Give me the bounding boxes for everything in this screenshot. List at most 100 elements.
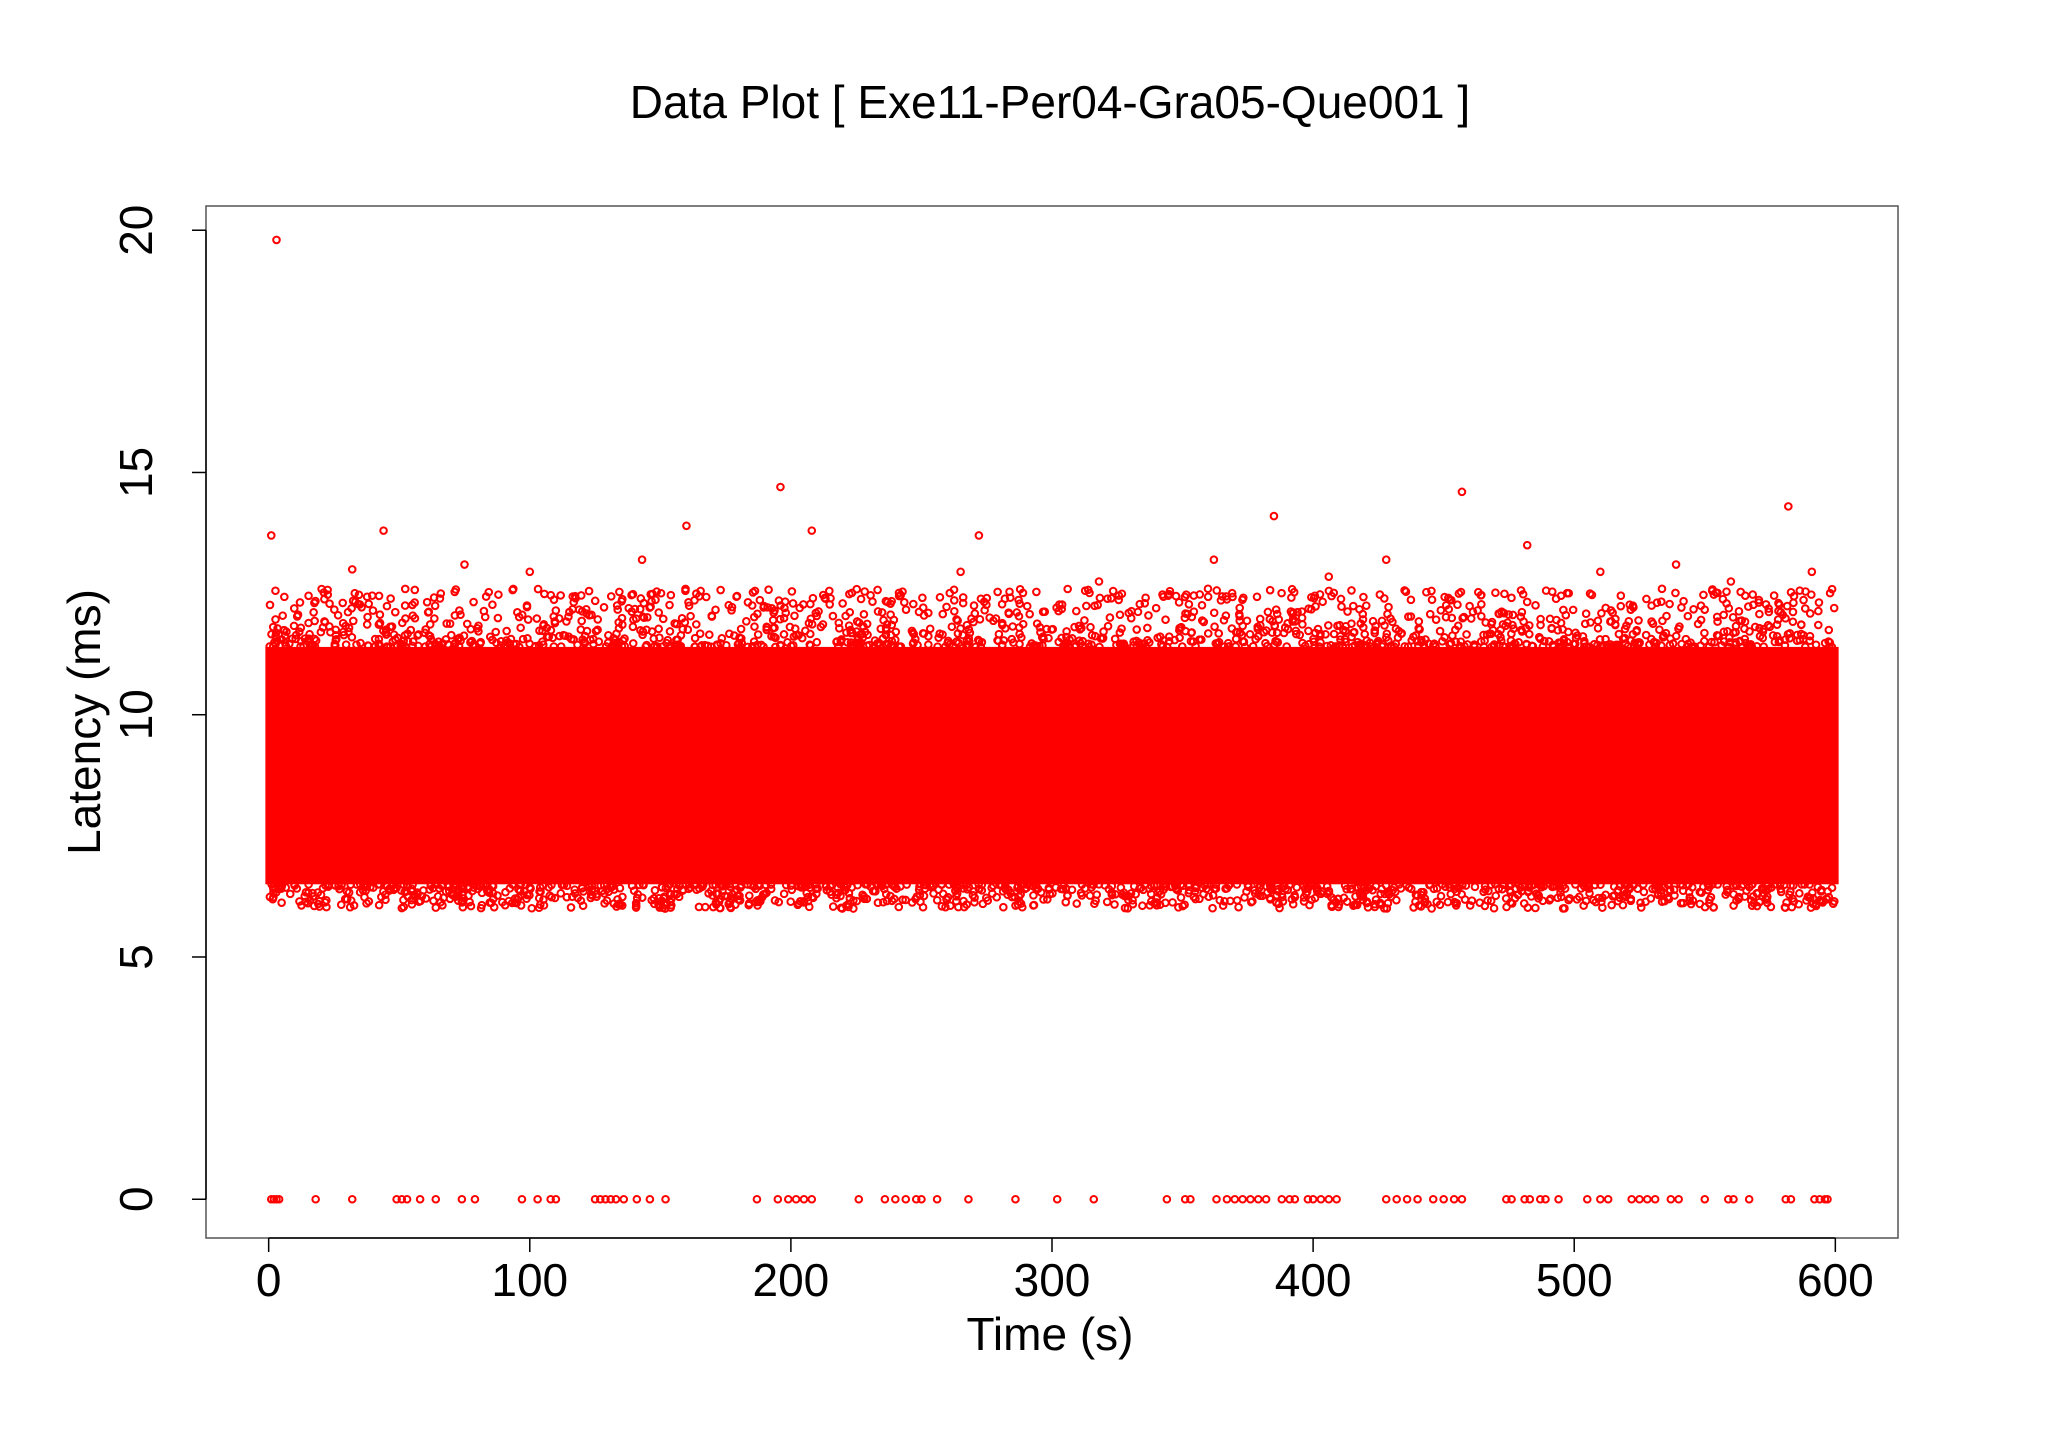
- data-point: [925, 624, 935, 634]
- data-point: [1470, 882, 1480, 892]
- data-point: [1559, 639, 1569, 649]
- data-point: [1090, 899, 1099, 909]
- data-point: [458, 902, 468, 912]
- data-point: [849, 896, 858, 905]
- data-point: [1272, 609, 1282, 619]
- data-point: [1208, 903, 1217, 913]
- data-point: [1466, 614, 1476, 623]
- zero-latency-point: [1261, 1194, 1271, 1204]
- data-point: [1480, 881, 1490, 891]
- data-point: [1329, 629, 1339, 639]
- data-point: [1695, 899, 1705, 909]
- data-point: [1302, 880, 1311, 889]
- chart-title: Data Plot [ Exe11-Per04-Gra05-Que001 ]: [630, 76, 1470, 128]
- data-point: [1163, 591, 1173, 600]
- data-point: [1304, 626, 1313, 636]
- data-point: [1713, 880, 1723, 889]
- data-point: [993, 587, 1002, 597]
- zero-latency-point: [799, 1194, 809, 1204]
- data-point: [1095, 642, 1104, 652]
- data-point: [1435, 626, 1445, 636]
- data-point: [517, 610, 527, 620]
- data-point: [293, 610, 303, 620]
- data-point: [1351, 892, 1360, 901]
- data-point: [1479, 630, 1488, 640]
- data-point: [1380, 904, 1389, 913]
- data-point: [648, 589, 657, 599]
- data-point: [1524, 886, 1533, 896]
- data-point: [681, 586, 690, 596]
- data-point: [1018, 619, 1028, 629]
- data-point: [564, 612, 573, 621]
- data-point: [350, 588, 360, 598]
- data-point: [811, 880, 821, 889]
- data-point: [304, 591, 313, 601]
- data-point: [1710, 637, 1719, 647]
- zero-latency-point: [1180, 1194, 1190, 1204]
- data-point: [908, 628, 918, 638]
- data-point: [1587, 590, 1597, 600]
- data-point: [1693, 619, 1703, 629]
- outlier-point: [682, 521, 691, 531]
- data-point: [1633, 884, 1642, 894]
- data-point: [859, 610, 869, 619]
- data-point: [1228, 592, 1237, 602]
- data-point: [1403, 642, 1413, 651]
- data-point: [1571, 880, 1580, 889]
- data-point: [1737, 882, 1746, 891]
- data-point: [832, 637, 842, 646]
- data-point: [1601, 890, 1610, 900]
- data-point: [891, 635, 900, 645]
- data-point: [672, 635, 681, 645]
- data-point: [1146, 889, 1156, 899]
- data-point: [593, 615, 603, 624]
- data-point: [767, 604, 777, 613]
- data-point: [1541, 586, 1551, 595]
- data-point: [1272, 628, 1282, 638]
- data-point: [1609, 641, 1619, 650]
- data-point: [976, 642, 986, 652]
- data-point: [470, 642, 480, 651]
- data-point: [1383, 609, 1392, 619]
- data-point: [1234, 902, 1243, 912]
- data-point: [696, 586, 705, 596]
- data-point: [1665, 885, 1675, 895]
- data-point: [862, 619, 872, 629]
- data-point: [1270, 621, 1280, 630]
- data-point: [422, 597, 432, 607]
- data-point: [680, 618, 690, 627]
- data-point: [690, 642, 700, 652]
- data-point: [1084, 642, 1094, 652]
- zero-latency-point: [533, 1194, 542, 1204]
- data-point: [1800, 604, 1810, 613]
- data-point: [1745, 882, 1754, 892]
- data-point: [281, 641, 291, 651]
- data-point: [1129, 637, 1138, 647]
- data-point: [1447, 595, 1456, 605]
- data-point: [894, 902, 904, 912]
- data-point: [1527, 641, 1537, 651]
- data-point: [842, 628, 851, 637]
- y-axis: 0 5 10 15 20: [110, 205, 207, 1212]
- data-point: [516, 901, 526, 910]
- data-point: [1505, 886, 1515, 895]
- zero-latency-point: [415, 1194, 425, 1204]
- data-point: [296, 623, 306, 633]
- data-point: [881, 623, 891, 633]
- zero-latency-point: [470, 1194, 480, 1204]
- data-point: [1721, 890, 1730, 899]
- data-point: [1322, 641, 1332, 651]
- zero-latency-point: [1729, 1194, 1738, 1204]
- data-point: [1480, 901, 1490, 911]
- data-point: [338, 598, 348, 608]
- data-point: [742, 617, 751, 626]
- data-point: [1441, 882, 1450, 891]
- data-point: [1477, 600, 1486, 609]
- data-point: [1795, 889, 1804, 898]
- data-point: [1749, 898, 1759, 908]
- data-point: [557, 880, 567, 890]
- data-point: [1805, 609, 1815, 618]
- data-point: [1431, 615, 1441, 624]
- data-point: [1734, 892, 1743, 902]
- data-point: [333, 610, 343, 620]
